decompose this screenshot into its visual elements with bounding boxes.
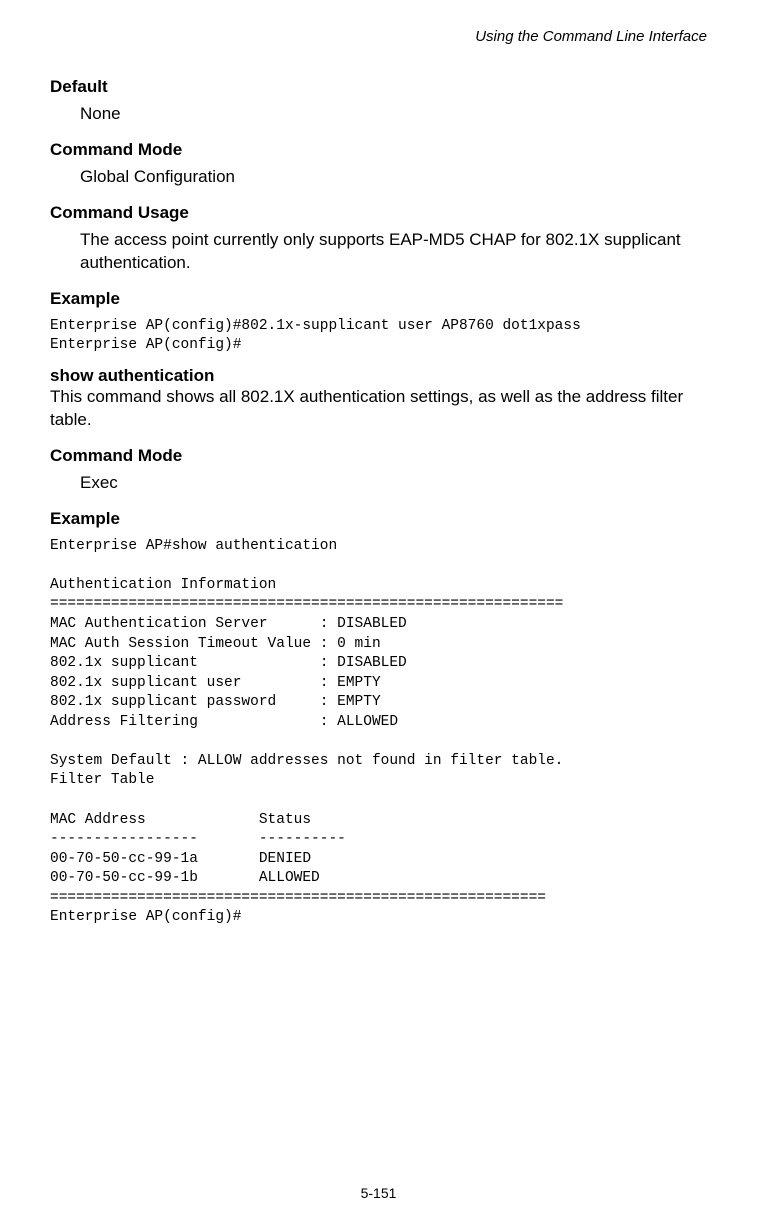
command-mode-2-body: Exec <box>80 472 707 495</box>
example-2-heading: Example <box>50 509 707 529</box>
page-header-title: Using the Command Line Interface <box>50 28 707 45</box>
example-2-code: Enterprise AP#show authentication Authen… <box>50 537 707 928</box>
command-mode-1-body: Global Configuration <box>80 166 707 189</box>
command-mode-2-heading: Command Mode <box>50 446 707 466</box>
page-number: 5-151 <box>0 1185 757 1201</box>
command-usage-heading: Command Usage <box>50 203 707 223</box>
example-1-heading: Example <box>50 289 707 309</box>
command-usage-body: The access point currently only supports… <box>80 229 707 275</box>
example-1-code: Enterprise AP(config)#802.1x-supplicant … <box>50 317 707 356</box>
show-authentication-desc: This command shows all 802.1X authentica… <box>50 386 707 432</box>
show-authentication-heading: show authentication <box>50 366 707 386</box>
command-mode-1-heading: Command Mode <box>50 140 707 160</box>
default-heading: Default <box>50 77 707 97</box>
default-body: None <box>80 103 707 126</box>
